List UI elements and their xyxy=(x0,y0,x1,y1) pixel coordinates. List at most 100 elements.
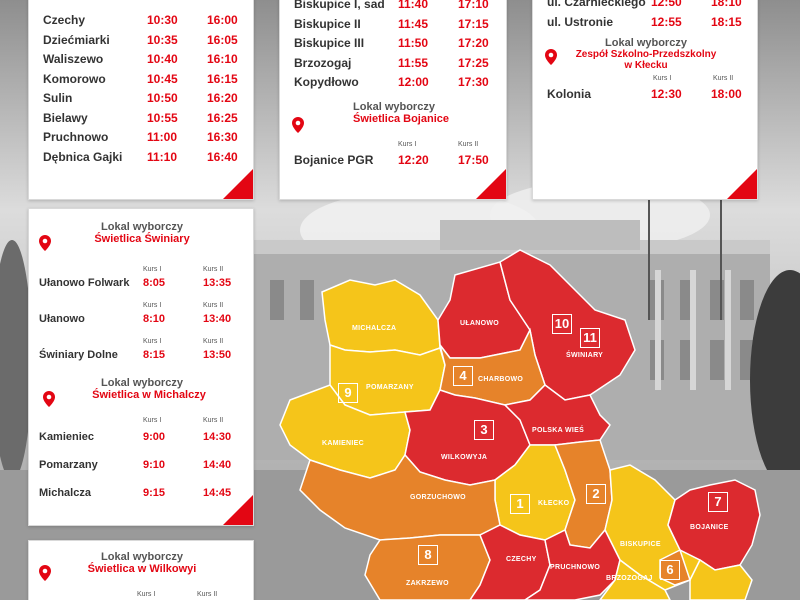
schedule-card-wilkowyja: Lokal wyborczy Świetlica w Wilkowyi Kurs… xyxy=(28,540,254,600)
polling-station-klecko: Lokal wyborczy Zespół Szkolno-Przedszkol… xyxy=(533,37,757,71)
map-label-bojanice: BOJANICE xyxy=(690,524,729,531)
location-pin-icon xyxy=(545,49,557,65)
district-number-3: 3 xyxy=(474,420,494,440)
polling-station-name-line2: w Kłecku xyxy=(624,60,668,71)
region-brzozogaj[interactable] xyxy=(599,558,671,600)
district-number-4: 4 xyxy=(453,366,473,386)
village-name: Bielawy xyxy=(43,110,88,125)
time-kurs-1: 10:55 xyxy=(147,110,178,125)
map-label-michalcza: MICHALCZA xyxy=(352,325,397,332)
polling-station-name: Świetlica Świniary xyxy=(94,233,190,245)
village-name: Dębnica Gajki xyxy=(43,149,123,164)
time-kurs-2: 17:10 xyxy=(458,0,489,11)
card-corner-accent xyxy=(476,169,506,199)
polling-station-michalcza: Lokal wyborczy Świetlica w Michalczy xyxy=(29,377,253,401)
polling-station-label: Lokal wyborczy xyxy=(101,377,183,389)
time-kurs-2: 16:40 xyxy=(207,149,238,164)
region-gorzuchowo[interactable] xyxy=(299,453,501,541)
village-name: Czechy xyxy=(43,13,86,27)
kurs-2-header: Kurs II xyxy=(458,141,479,148)
kurs-2-header: Kurs II xyxy=(197,591,218,598)
time-kurs-2: 16:30 xyxy=(207,130,238,144)
kurs-1-header: Kurs I xyxy=(143,266,162,273)
time-kurs-1: 12:50 xyxy=(651,0,682,9)
map-label-brzozogaj: BRZOZOGAJ xyxy=(606,575,653,582)
district-number-11: 11 xyxy=(580,328,600,348)
kurs-2-header: Kurs II xyxy=(203,338,224,345)
time-kurs-1: 8:15 xyxy=(143,349,166,361)
polling-station-name: Zespół Szkolno-Przedszkolny xyxy=(575,49,717,60)
polling-station-label: Lokal wyborczy xyxy=(101,221,183,233)
time-kurs-1: 12:20 xyxy=(398,153,429,167)
village-name: Michalcza xyxy=(39,487,91,499)
district-number-1: 1 xyxy=(510,494,530,514)
polling-station-label: Lokal wyborczy xyxy=(605,37,687,49)
schedule-card-czechy: Czechy 10:30 16:00 Dziećmiarki 10:35 16:05 Wal… xyxy=(28,0,254,200)
time-kurs-2: 17:50 xyxy=(458,153,489,167)
kurs-1-header: Kurs I xyxy=(653,75,672,82)
district-number-7: 7 xyxy=(708,492,728,512)
region-michalcza[interactable] xyxy=(321,279,441,356)
polling-station-label: Lokal wyborczy xyxy=(353,101,435,113)
map-label-gorzuchowo: GORZUCHOWO xyxy=(410,494,466,501)
time-kurs-2: 18:10 xyxy=(711,0,742,9)
time-kurs-2: 16:25 xyxy=(207,110,238,125)
time-kurs-2: 13:40 xyxy=(203,313,232,325)
time-kurs-1: 8:10 xyxy=(143,313,166,325)
time-kurs-2: 18:00 xyxy=(711,87,742,101)
time-kurs-2: 17:20 xyxy=(458,36,489,50)
kurs-1-header: Kurs I xyxy=(137,591,156,598)
map-label-swiniary: ŚWINIARY xyxy=(566,352,604,359)
polling-station-bojanice: Lokal wyborczy Świetlica Bojanice xyxy=(280,101,506,125)
polling-station-swiniary: Lokal wyborczy Świetlica Świniary xyxy=(29,221,253,245)
village-name: Kamieniec xyxy=(39,431,95,443)
location-pin-icon xyxy=(39,235,51,251)
region-bojanice-south[interactable] xyxy=(689,558,753,600)
time-kurs-1: 9:10 xyxy=(143,459,166,471)
kurs-1-header: Kurs I xyxy=(398,141,417,148)
location-pin-icon xyxy=(39,565,51,581)
time-kurs-2: 17:25 xyxy=(458,55,489,70)
time-kurs-2: 17:30 xyxy=(458,75,489,89)
district-number-6: 6 xyxy=(660,560,680,580)
village-name: Pomarzany xyxy=(39,459,98,471)
kurs-2-header: Kurs II xyxy=(203,302,224,309)
map-label-zakrzewo: ZAKRZEWO xyxy=(406,580,449,587)
map-label-charbowo: CHARBOWO xyxy=(478,376,524,383)
village-name: Brzozogaj xyxy=(294,55,352,70)
map-label-pomarzany: POMARZANY xyxy=(366,384,414,391)
map-label-klecko: KŁECKO xyxy=(538,500,570,507)
district-number-8: 8 xyxy=(418,545,438,565)
location-pin-icon xyxy=(43,391,55,407)
time-kurs-1: 12:55 xyxy=(651,14,682,29)
village-name: Biskupice III xyxy=(294,36,365,50)
polling-station-name: Świetlica Bojanice xyxy=(353,113,449,125)
time-kurs-1: 12:00 xyxy=(398,75,429,89)
kurs-2-header: Kurs II xyxy=(203,266,224,273)
map-label-kamieniec: KAMIENIEC xyxy=(322,440,364,447)
time-kurs-2: 16:15 xyxy=(207,71,238,86)
kurs-1-header: Kurs I xyxy=(143,338,162,345)
map-label-polska-wies: POLSKA WIEŚ xyxy=(532,427,585,434)
kurs-2-header: Kurs II xyxy=(713,75,734,82)
time-kurs-1: 11:10 xyxy=(147,149,178,164)
time-kurs-2: 13:35 xyxy=(203,277,232,289)
time-kurs-2: 13:50 xyxy=(203,349,232,361)
schedule-card-swiniary: Lokal wyborczy Świetlica Świniary Kurs I… xyxy=(28,208,254,526)
card-corner-accent xyxy=(727,169,757,199)
location-pin-icon xyxy=(292,117,304,133)
time-kurs-1: 8:05 xyxy=(143,277,166,289)
time-kurs-1: 10:40 xyxy=(147,52,178,66)
region-pomarzany[interactable] xyxy=(329,343,446,416)
village-name: ul. Czarnieckiego xyxy=(547,0,646,9)
village-name: Ułanowo xyxy=(39,313,85,325)
village-name: Ułanowo Folwark xyxy=(39,277,130,289)
polling-station-name: Świetlica w Wilkowyi xyxy=(87,563,197,575)
village-name: Komorowo xyxy=(43,71,106,86)
district-number-10: 10 xyxy=(552,314,572,334)
village-name: Biskupice II xyxy=(294,16,361,31)
village-name: Pruchnowo xyxy=(43,130,109,144)
time-kurs-1: 12:30 xyxy=(651,87,682,101)
map-label-pruchnowo: PRUCHNOWO xyxy=(550,564,601,571)
